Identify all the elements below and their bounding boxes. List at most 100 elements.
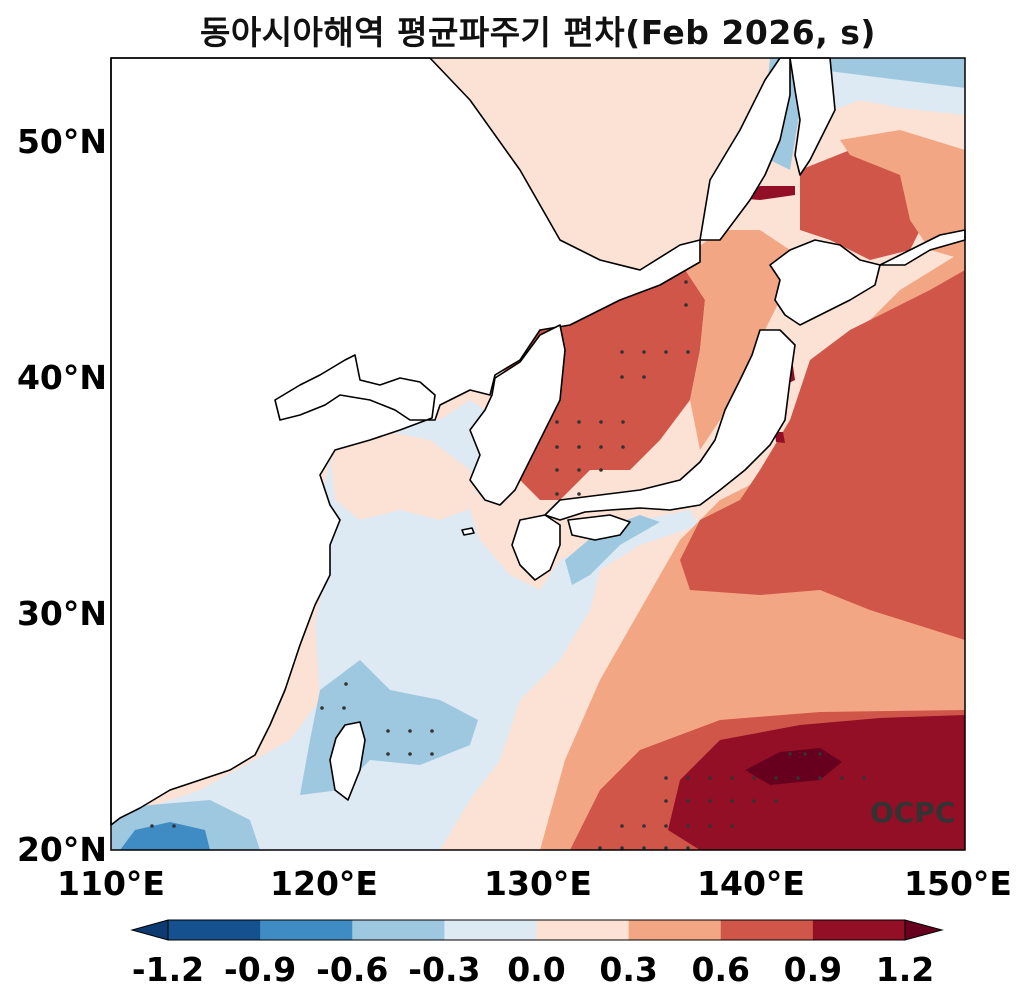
- significance-dot: [386, 729, 390, 733]
- significance-dot: [730, 776, 734, 780]
- significance-dot: [599, 445, 603, 449]
- colorbar-label: -0.6: [316, 950, 389, 989]
- field-negative-light-north: [820, 70, 965, 115]
- lat-label-50: 50°N: [16, 122, 107, 161]
- colorbar-label: 1.2: [875, 950, 935, 989]
- significance-dot: [752, 776, 756, 780]
- map-title: 동아시아해역 평균파주기 편차(Feb 2026, s): [199, 13, 877, 52]
- field-negative-mid-korea-strait: [565, 515, 660, 585]
- significance-dot: [642, 350, 646, 354]
- significance-dot: [862, 776, 866, 780]
- significance-dot: [577, 468, 581, 472]
- significance-dot: [686, 776, 690, 780]
- colorbar-segment: [168, 920, 261, 940]
- colorbar-segment: [628, 920, 722, 940]
- significance-dot: [344, 682, 348, 686]
- significance-dot: [774, 799, 778, 803]
- significance-dot: [555, 468, 559, 472]
- land-sakhalin: [789, 57, 836, 176]
- colorbar-label: -0.9: [224, 950, 297, 989]
- significance-dot: [620, 375, 624, 379]
- significance-dot: [430, 729, 434, 733]
- significance-dot: [620, 824, 624, 828]
- significance-dot: [621, 420, 625, 424]
- significance-dot: [577, 420, 581, 424]
- land-primorye: [699, 57, 791, 241]
- significance-dot: [172, 824, 176, 828]
- significance-dot: [684, 280, 688, 284]
- field-positive-light-yellowsea: [330, 430, 480, 520]
- significance-dot: [684, 303, 688, 307]
- colorbar-segment: [352, 920, 445, 940]
- field-positive-strong-north: [800, 150, 930, 260]
- field-positive-extreme: [668, 715, 965, 850]
- land: [110, 57, 966, 826]
- significance-dot: [664, 776, 668, 780]
- colorbar-segment: [720, 920, 814, 940]
- significance-dot: [598, 846, 602, 850]
- significance-dot: [788, 752, 792, 756]
- colorbar-label: -0.3: [408, 950, 481, 989]
- field-positive-peak: [745, 748, 842, 785]
- significance-dot: [664, 350, 668, 354]
- significance-dot: [342, 706, 346, 710]
- colorbar-label: 0.0: [507, 950, 566, 989]
- colorbar-extend-low: [130, 919, 169, 941]
- lat-label-30: 30°N: [16, 594, 107, 633]
- land-shikoku: [567, 514, 631, 541]
- lon-label-130: 130°E: [484, 864, 592, 903]
- field-negative-strong: [120, 822, 210, 850]
- colorbar-segment: [444, 920, 537, 940]
- significance-dot: [686, 824, 690, 828]
- significance-dot: [408, 729, 412, 733]
- colorbar-segment: [812, 920, 906, 940]
- significance-dot: [555, 492, 559, 496]
- field-positive-strong-pacific: [680, 270, 965, 640]
- significance-dot: [818, 776, 822, 780]
- significance-dot: [818, 752, 822, 756]
- significance-dot: [642, 846, 646, 850]
- colorbar-extend-high: [904, 919, 944, 941]
- colorbar-label: -1.2: [131, 950, 205, 989]
- field-negative-light: [111, 395, 700, 850]
- land-hokkaido: [769, 239, 881, 326]
- field-positive-extreme-east: [775, 432, 785, 443]
- field-positive-medium-eastsea: [680, 230, 790, 450]
- land-honshu: [544, 329, 796, 521]
- significance-dot: [708, 799, 712, 803]
- colorbar-label: 0.3: [599, 950, 658, 989]
- field-positive-medium-north: [840, 130, 965, 260]
- lat-label-20: 20°N: [16, 830, 107, 869]
- lon-label-150: 150°E: [904, 864, 1012, 903]
- significance-dot: [599, 468, 603, 472]
- significance-dot: [642, 824, 646, 828]
- significance-dot: [150, 824, 154, 828]
- significance-dot: [577, 492, 581, 496]
- significance-dot: [642, 375, 646, 379]
- significance-dot: [620, 846, 624, 850]
- significance-dot: [320, 706, 324, 710]
- significance-dot: [664, 846, 668, 850]
- significance-dot: [774, 776, 778, 780]
- significance-dot: [708, 824, 712, 828]
- significance-dot: [599, 420, 603, 424]
- significance-dot: [621, 445, 625, 449]
- significance-dot: [730, 799, 734, 803]
- significance-dot: [803, 752, 807, 756]
- significance-dot: [686, 799, 690, 803]
- lon-label-110: 110°E: [57, 864, 165, 903]
- significance-dot: [686, 846, 690, 850]
- plot-frame: [110, 57, 966, 851]
- significance-dot: [686, 350, 690, 354]
- colorbar-segment: [260, 920, 353, 940]
- land-korea: [469, 324, 566, 506]
- significance-dot: [664, 824, 668, 828]
- land-taiwan: [329, 721, 366, 801]
- significance-dot: [752, 799, 756, 803]
- lon-label-120: 120°E: [270, 864, 378, 903]
- significance-dot: [840, 776, 844, 780]
- significance-dot: [430, 752, 434, 756]
- land-jeju: [461, 527, 475, 536]
- significance-dot: [796, 776, 800, 780]
